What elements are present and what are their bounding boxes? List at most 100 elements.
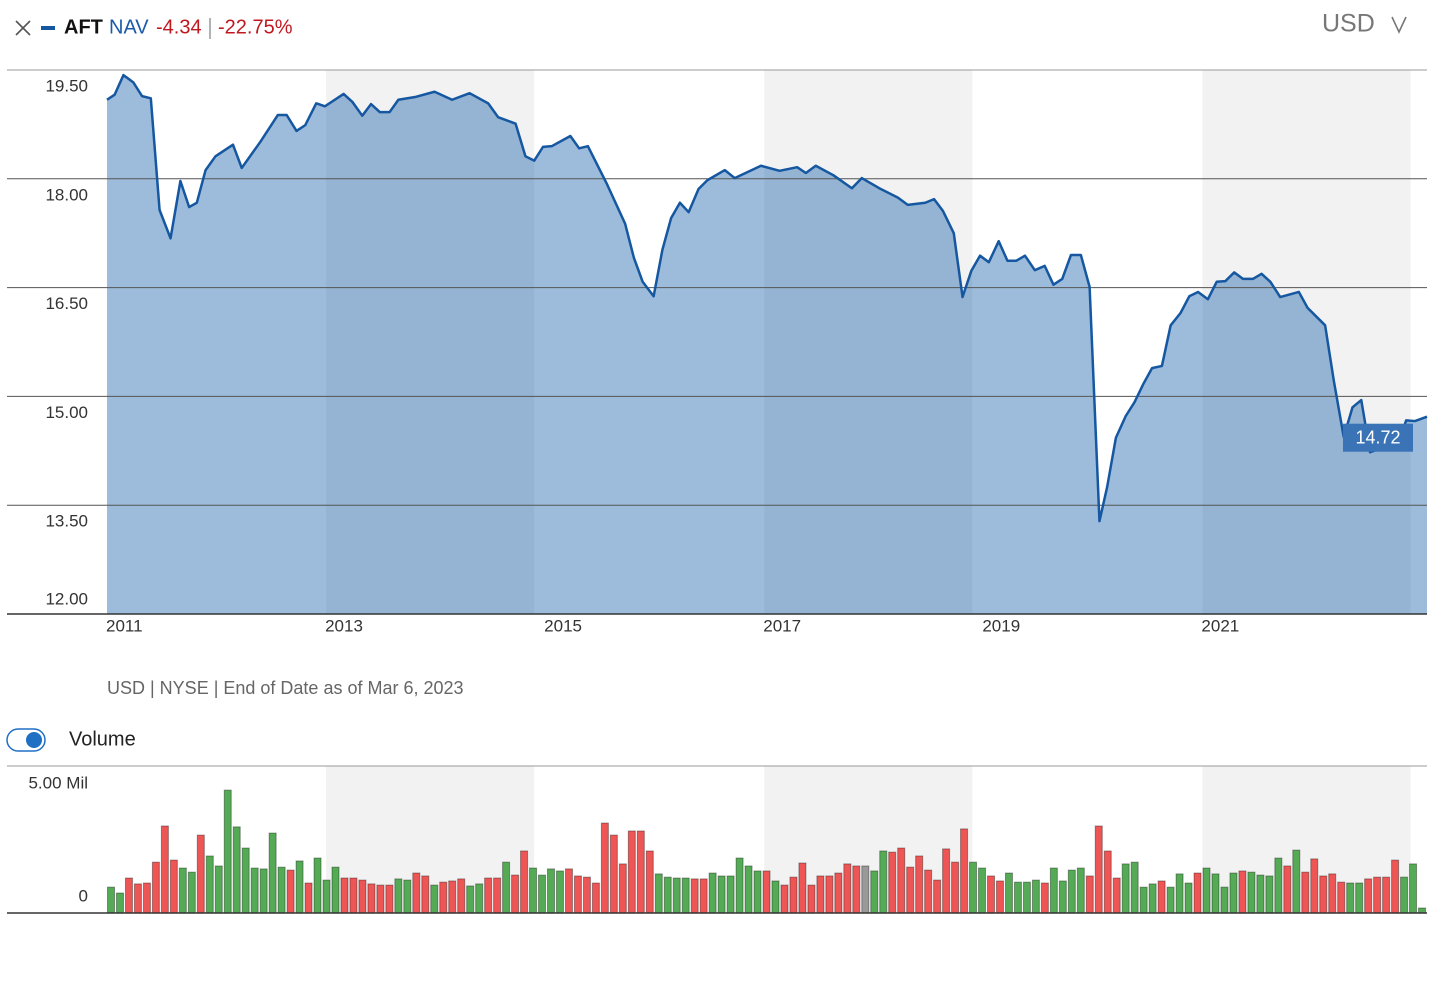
volume-bar (762, 870, 771, 914)
volume-bar (816, 875, 825, 914)
volume-bar (933, 879, 942, 914)
volume-bar (133, 883, 142, 914)
volume-bar (1247, 871, 1256, 914)
volume-bar (1022, 881, 1031, 914)
volume-bar (466, 885, 475, 914)
volume-toggle[interactable] (6, 728, 46, 752)
footer-note: USD | NYSE | End of Date as of Mar 6, 20… (107, 678, 464, 698)
volume-bar (753, 870, 762, 914)
volume-bar (1346, 882, 1355, 914)
volume-bar (960, 828, 969, 914)
volume-bar (1337, 881, 1346, 914)
volume-bar (852, 865, 861, 914)
volume-bar (1265, 875, 1274, 914)
volume-bar (744, 865, 753, 914)
volume-bar (421, 875, 430, 914)
volume-bar (205, 855, 214, 914)
volume-bar (394, 878, 403, 914)
volume-bar (1256, 874, 1265, 914)
volume-bar (331, 866, 340, 914)
close-button[interactable] (15, 20, 31, 36)
volume-bar (1004, 872, 1013, 914)
volume-bar (591, 882, 600, 914)
volume-bar (1328, 873, 1337, 914)
volume-bar (672, 877, 681, 914)
volume-bar (906, 866, 915, 914)
volume-bar (1202, 867, 1211, 914)
volume-bar (654, 873, 663, 914)
volume-bar (1175, 873, 1184, 914)
volume-bar (403, 879, 412, 914)
volume-bar (1220, 886, 1229, 914)
volume-bar (457, 878, 466, 914)
x-tick-label: 2011 (106, 616, 143, 635)
volume-bar (107, 886, 116, 914)
volume-bar (1148, 883, 1157, 914)
y-tick-label: 13.50 (45, 512, 88, 531)
volume-bar (771, 880, 780, 914)
volume-bar (115, 892, 124, 914)
volume-bar (681, 877, 690, 914)
volume-bar (214, 865, 223, 914)
volume-bar (1139, 886, 1148, 914)
volume-bar (789, 876, 798, 914)
volume-bar (1301, 871, 1310, 914)
volume-bar (1031, 879, 1040, 914)
volume-bar (1040, 882, 1049, 914)
volume-bar (915, 855, 924, 914)
volume-bar (529, 867, 538, 914)
volume-bar (1184, 882, 1193, 914)
volume-bar (1085, 875, 1094, 914)
volume-bar (726, 875, 735, 914)
volume-bar (223, 789, 232, 914)
volume-bar (609, 834, 618, 914)
volume-bar (573, 875, 582, 914)
volume-bar (879, 850, 888, 914)
volume-bar (349, 877, 358, 914)
volume-bar (241, 847, 250, 914)
volume-bar (942, 848, 951, 914)
volume-bar (313, 857, 322, 914)
volume-bar (124, 877, 133, 914)
volume-bar (834, 872, 843, 914)
x-tick-label: 2015 (544, 616, 582, 635)
volume-bar (511, 874, 520, 914)
volume-bar (1157, 880, 1166, 914)
volume-label: Volume (69, 728, 136, 750)
volume-bar (1058, 880, 1067, 914)
y-tick-label: 16.50 (45, 294, 88, 313)
volume-bar (1319, 875, 1328, 914)
volume-bar (987, 875, 996, 914)
last-value-box (1343, 423, 1413, 452)
volume-bar (187, 871, 196, 914)
volume-bar (340, 877, 349, 914)
legend-measure: NAV (109, 16, 149, 38)
volume-bar (995, 880, 1004, 914)
volume-bar (807, 884, 816, 914)
price-chart: 12.00 13.50 15.00 16.50 18.00 19.50 2011 2013 20… (7, 69, 1428, 635)
volume-bar (547, 868, 556, 914)
volume-bar (1049, 867, 1058, 914)
volume-bar (295, 860, 304, 914)
volume-bar (1067, 869, 1076, 914)
currency-dropdown[interactable]: USD (1322, 10, 1407, 38)
volume-bar (250, 867, 259, 914)
volume-bar (699, 878, 708, 914)
volume-bar (600, 822, 609, 914)
volume-bar (870, 870, 879, 914)
volume-bar (1400, 876, 1409, 914)
volume-bar (1211, 873, 1220, 914)
volume-bar (169, 859, 178, 914)
volume-bar (1013, 881, 1022, 914)
volume-bar (232, 826, 241, 914)
volume-bar (1130, 861, 1139, 914)
last-value-label: 14.72 (1355, 427, 1400, 447)
volume-bar (663, 876, 672, 914)
volume-bar (636, 830, 645, 914)
volume-bar (151, 861, 160, 914)
volume-bar (1283, 865, 1292, 914)
volume-bar (412, 872, 421, 914)
volume-bar (1391, 859, 1400, 914)
